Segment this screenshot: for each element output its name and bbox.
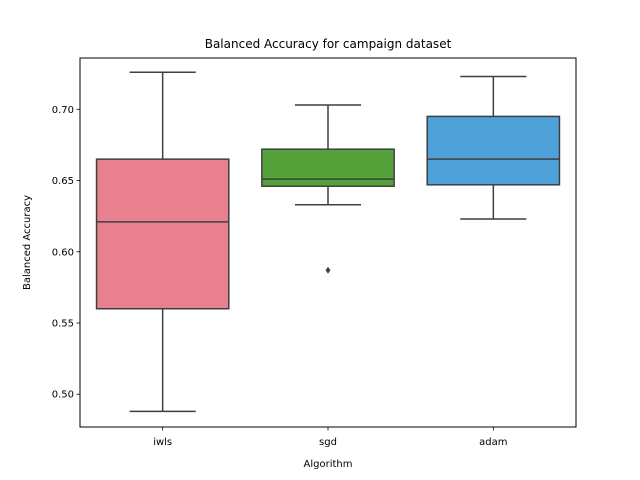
x-tick-label: iwls [153,437,172,448]
y-tick-label: 0.55 [52,318,74,329]
outlier-point [325,266,331,274]
x-tick-label: sgd [319,437,337,448]
box-sgd [261,148,395,187]
y-tick-label: 0.60 [52,247,74,258]
chart-title: Balanced Accuracy for campaign dataset [205,37,452,51]
box-group-iwls [95,71,230,413]
boxes-layer [95,71,561,413]
box-group-sgd [261,104,395,274]
y-axis-label: Balanced Accuracy [22,195,33,290]
x-axis-label: Algorithm [304,459,353,470]
y-tick-label: 0.70 [52,105,74,116]
x-axis: iwls sgd adam [153,427,508,448]
y-tick-label: 0.65 [52,176,74,187]
box-adam [426,115,561,186]
x-tick-label: adam [479,437,507,448]
y-tick-label: 0.50 [52,390,74,401]
y-axis: 0.50 0.55 0.60 0.65 0.70 [52,105,80,401]
box-iwls [95,158,230,310]
box-group-adam [426,75,561,220]
